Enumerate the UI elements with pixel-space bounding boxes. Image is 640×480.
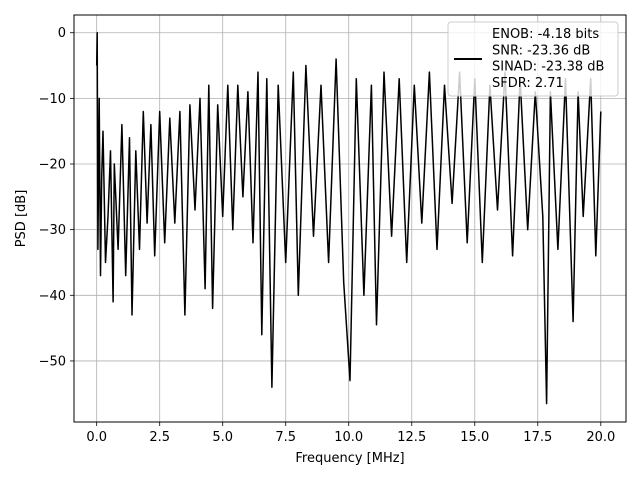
x-tick-label: 5.0 <box>212 430 233 445</box>
legend-sinad: SINAD: -23.38 dB <box>492 60 604 75</box>
psd-series-line <box>95 31 602 405</box>
y-axis-label: PSD [dB] <box>14 190 29 248</box>
series-layer <box>95 31 602 405</box>
x-axis-label: Frequency [MHz] <box>295 451 404 466</box>
ticks: 0.0 2.5 5.0 7.5 10.0 12.5 15.0 17.5 20.0 0 −10 −20 −… <box>39 26 616 445</box>
plot-frame <box>73 14 627 423</box>
x-tick-label: 0.0 <box>86 430 107 445</box>
legend-snr: SNR: -23.36 dB <box>492 43 590 58</box>
x-tick-label: 10.0 <box>334 430 363 445</box>
legend-box <box>447 21 619 97</box>
x-tick-label: 12.5 <box>397 430 426 445</box>
legend-sfdr: SFDR: 2.71 <box>492 76 564 91</box>
y-tick-label: 0 <box>58 26 66 41</box>
y-tick-label: −40 <box>39 289 66 304</box>
x-tick-label: 17.5 <box>523 430 552 445</box>
y-tick-label: −20 <box>39 158 66 173</box>
y-tick-label: −10 <box>39 92 66 107</box>
x-tick-label: 20.0 <box>586 430 615 445</box>
x-tick-label: 7.5 <box>275 430 296 445</box>
legend-enob: ENOB: -4.18 bits <box>492 27 599 42</box>
y-tick-label: −50 <box>39 354 66 369</box>
y-tick-label: −30 <box>39 223 66 238</box>
legend: ENOB: -4.18 bits SNR: -23.36 dB SINAD: -… <box>447 21 619 97</box>
x-tick-label: 2.5 <box>149 430 170 445</box>
x-tick-label: 15.0 <box>460 430 489 445</box>
grid <box>74 15 626 422</box>
